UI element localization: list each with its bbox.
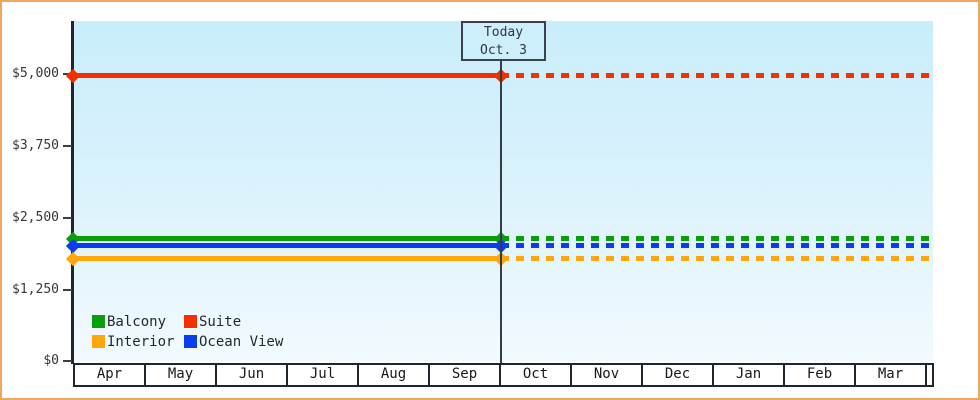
y-tick-label: $1,250 [12, 282, 59, 297]
legend-label: Suite [199, 314, 242, 330]
month-cell-dec: Dec [643, 365, 714, 385]
month-cell-jan: Jan [714, 365, 785, 385]
y-tick-label: $3,750 [12, 138, 59, 153]
month-cell-apr: Apr [75, 365, 146, 385]
suite-swatch [184, 315, 197, 328]
legend-label: Interior [107, 334, 175, 350]
interior-swatch [92, 335, 105, 348]
month-cell-feb: Feb [785, 365, 856, 385]
y-tick [63, 289, 72, 291]
y-tick-label: $2,500 [12, 210, 59, 225]
month-cell-jul: Jul [288, 365, 359, 385]
month-cell-may: May [146, 365, 217, 385]
today-vertical-line [500, 60, 502, 386]
y-tick [63, 217, 72, 219]
ocean-view-line-solid [73, 243, 501, 248]
month-cell-oct: Oct [501, 365, 572, 385]
y-tick-label: $5,000 [12, 66, 59, 81]
month-cell-mar: Mar [856, 365, 927, 385]
y-tick [63, 360, 72, 362]
today-callout-box: Today Oct. 3 [461, 21, 546, 61]
interior-line-solid [73, 256, 501, 261]
month-cell-nov: Nov [572, 365, 643, 385]
today-label: Today [483, 25, 524, 40]
y-tick [63, 145, 72, 147]
y-axis-line [71, 21, 74, 364]
suite-line-dotted [501, 73, 933, 78]
ocean-view-line-dotted [501, 243, 933, 248]
balcony-swatch [92, 315, 105, 328]
legend-label: Ocean View [199, 334, 284, 350]
y-tick-label: $0 [43, 353, 59, 368]
month-axis: Apr May Jun Jul Aug Sep Oct Nov Dec Jan … [73, 363, 934, 387]
suite-line-solid [73, 73, 501, 78]
legend-label: Balcony [107, 314, 167, 330]
ocean-view-swatch [184, 335, 197, 348]
interior-line-dotted [501, 256, 933, 261]
balcony-line-dotted [501, 236, 933, 241]
month-cell-jun: Jun [217, 365, 288, 385]
balcony-line-solid [73, 236, 501, 241]
month-cell-sep: Sep [430, 365, 501, 385]
month-cell-aug: Aug [359, 365, 430, 385]
today-date: Oct. 3 [480, 43, 527, 58]
month-cell-empty [927, 365, 934, 385]
